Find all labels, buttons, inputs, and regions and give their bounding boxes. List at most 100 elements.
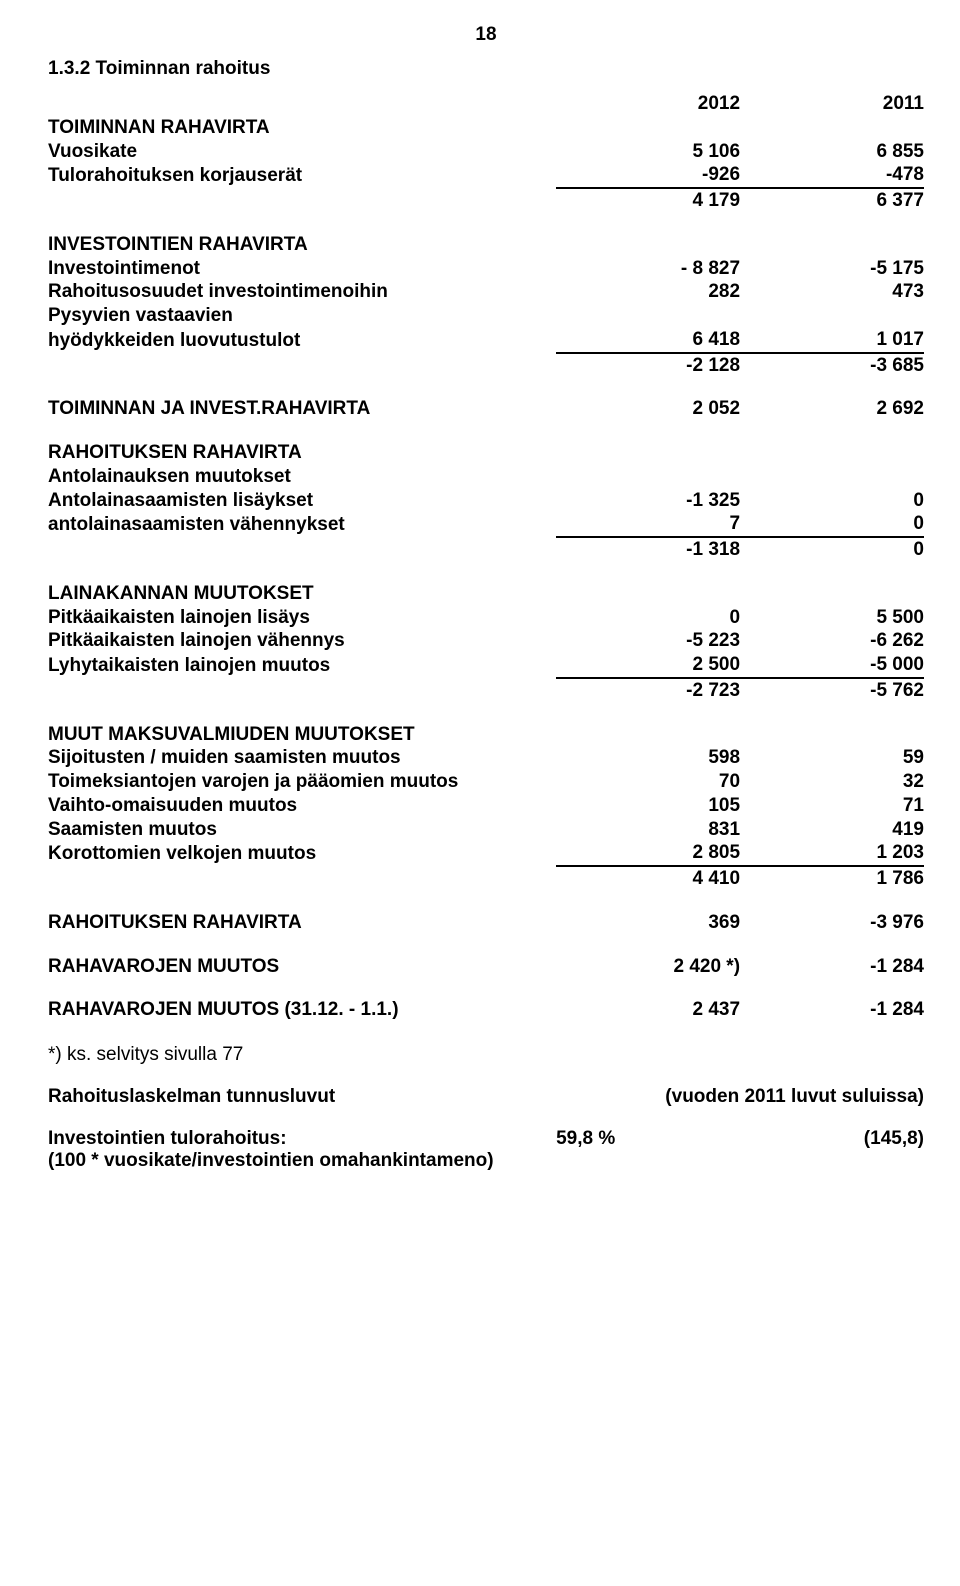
section-header-row: LAINAKANNAN MUUTOKSET <box>48 582 924 606</box>
table-row: antolainasaamisten vähennykset70 <box>48 512 924 537</box>
section-header-label: RAHOITUKSEN RAHAVIRTA <box>48 441 924 465</box>
table-row: hyödykkeiden luovutustulot6 4181 017 <box>48 328 924 353</box>
row-value-y1: 4 410 <box>556 866 740 891</box>
row-label: Pitkäaikaisten lainojen lisäys <box>48 606 556 630</box>
row-value-y2: 0 <box>740 512 924 537</box>
ratio-value-current: 59,8 % <box>556 1128 615 1172</box>
row-value-y2: -1 284 <box>740 998 924 1022</box>
table-row: -2 128-3 685 <box>48 353 924 378</box>
row-label: RAHAVAROJEN MUUTOS (31.12. - 1.1.) <box>48 998 556 1022</box>
table-row: Vuosikate5 1066 855 <box>48 140 924 164</box>
spacer-row <box>48 978 924 998</box>
row-value-y1: -5 223 <box>556 629 740 653</box>
row-value-y1: 4 179 <box>556 188 740 213</box>
spacer-row <box>48 703 924 723</box>
row-label: RAHOITUKSEN RAHAVIRTA <box>48 911 556 935</box>
row-label: Vuosikate <box>48 140 556 164</box>
spacer-row <box>48 377 924 397</box>
year-col-1: 2012 <box>556 92 740 116</box>
section-header-label: INVESTOINTIEN RAHAVIRTA <box>48 233 924 257</box>
ratios-heading: Rahoituslaskelman tunnusluvut (vuoden 20… <box>48 1086 924 1108</box>
ratio-value-prev: (145,8) <box>864 1128 924 1172</box>
row-value-y2: 0 <box>740 489 924 513</box>
ratio-item-label: Investointien tulorahoitus: (100 * vuosi… <box>48 1128 556 1172</box>
row-value-y2: 59 <box>740 746 924 770</box>
row-value-y1: -926 <box>556 163 740 188</box>
row-value-y2: 6 855 <box>740 140 924 164</box>
row-value-y2: -3 976 <box>740 911 924 935</box>
spacer-row <box>48 562 924 582</box>
page-root: 18 1.3.2 Toiminnan rahoitus 2012 2011 TO… <box>0 0 960 1212</box>
row-label <box>48 537 556 562</box>
row-label <box>48 678 556 703</box>
table-row: Tulorahoituksen korjauserät-926-478 <box>48 163 924 188</box>
row-value-y2: -478 <box>740 163 924 188</box>
table-row: Antolainasaamisten lisäykset-1 3250 <box>48 489 924 513</box>
row-value-y1: 2 420 *) <box>556 955 740 979</box>
spacer-row <box>48 421 924 441</box>
table-row: Investointimenot- 8 827-5 175 <box>48 257 924 281</box>
row-value-y2: 5 500 <box>740 606 924 630</box>
table-row: Pitkäaikaisten lainojen lisäys05 500 <box>48 606 924 630</box>
row-label <box>48 188 556 213</box>
row-value-y1: 0 <box>556 606 740 630</box>
row-value-y1: 282 <box>556 280 740 304</box>
row-value-y1: 2 500 <box>556 653 740 678</box>
table-row: Rahoitusosuudet investointimenoihin28247… <box>48 280 924 304</box>
row-value-y2: 32 <box>740 770 924 794</box>
cashflow-table: 2012 2011 TOIMINNAN RAHAVIRTAVuosikate5 … <box>48 92 924 1022</box>
table-row: Korottomien velkojen muutos2 8051 203 <box>48 841 924 866</box>
row-value-y2: 2 692 <box>740 397 924 421</box>
row-value-y1: 6 418 <box>556 328 740 353</box>
spacer-row <box>48 935 924 955</box>
table-row: Pitkäaikaisten lainojen vähennys-5 223-6… <box>48 629 924 653</box>
ratio-item: Investointien tulorahoitus: (100 * vuosi… <box>48 1128 924 1172</box>
row-value-y1: 598 <box>556 746 740 770</box>
row-label: Investointimenot <box>48 257 556 281</box>
row-value-y2: -5 000 <box>740 653 924 678</box>
table-row: 4 4101 786 <box>48 866 924 891</box>
row-value-y1: -1 325 <box>556 489 740 513</box>
table-row: -1 3180 <box>48 537 924 562</box>
row-value-y1: 2 805 <box>556 841 740 866</box>
spacer-row <box>48 891 924 911</box>
year-header-row: 2012 2011 <box>48 92 924 116</box>
row-label: TOIMINNAN JA INVEST.RAHAVIRTA <box>48 397 556 421</box>
section-header-row: INVESTOINTIEN RAHAVIRTA <box>48 233 924 257</box>
section-header-label: Antolainauksen muutokset <box>48 465 924 489</box>
spacer-row <box>48 213 924 233</box>
row-value-y1: 70 <box>556 770 740 794</box>
table-row: RAHOITUKSEN RAHAVIRTA369-3 976 <box>48 911 924 935</box>
ratios-heading-right: (vuoden 2011 luvut suluissa) <box>665 1086 924 1108</box>
row-value-y2: -6 262 <box>740 629 924 653</box>
row-value-y2: 1 786 <box>740 866 924 891</box>
row-value-y1: -1 318 <box>556 537 740 562</box>
ratio-item-label-line1: Investointien tulorahoitus: <box>48 1128 556 1150</box>
row-value-y1: 105 <box>556 794 740 818</box>
row-label <box>48 353 556 378</box>
table-row: Pysyvien vastaavien <box>48 304 924 328</box>
row-label: Antolainasaamisten lisäykset <box>48 489 556 513</box>
row-label: Saamisten muutos <box>48 818 556 842</box>
table-row: Toimeksiantojen varojen ja pääomien muut… <box>48 770 924 794</box>
row-value-y2: 71 <box>740 794 924 818</box>
section-header-row: RAHOITUKSEN RAHAVIRTA <box>48 441 924 465</box>
row-value-y1: 831 <box>556 818 740 842</box>
table-row: RAHAVAROJEN MUUTOS (31.12. - 1.1.)2 437-… <box>48 998 924 1022</box>
row-label: Pysyvien vastaavien <box>48 304 556 328</box>
row-label: antolainasaamisten vähennykset <box>48 512 556 537</box>
section-header-row: Antolainauksen muutokset <box>48 465 924 489</box>
section-header-row: MUUT MAKSUVALMIUDEN MUUTOKSET <box>48 723 924 747</box>
table-row: Saamisten muutos831419 <box>48 818 924 842</box>
table-row: Vaihto-omaisuuden muutos10571 <box>48 794 924 818</box>
table-row: Sijoitusten / muiden saamisten muutos598… <box>48 746 924 770</box>
row-value-y2: 1 203 <box>740 841 924 866</box>
row-label: Pitkäaikaisten lainojen vähennys <box>48 629 556 653</box>
row-value-y1: 5 106 <box>556 140 740 164</box>
row-value-y1: - 8 827 <box>556 257 740 281</box>
row-label: Toimeksiantojen varojen ja pääomien muut… <box>48 770 556 794</box>
row-value-y2: -5 762 <box>740 678 924 703</box>
row-label: RAHAVAROJEN MUUTOS <box>48 955 556 979</box>
row-value-y2: 0 <box>740 537 924 562</box>
table-row: 4 1796 377 <box>48 188 924 213</box>
